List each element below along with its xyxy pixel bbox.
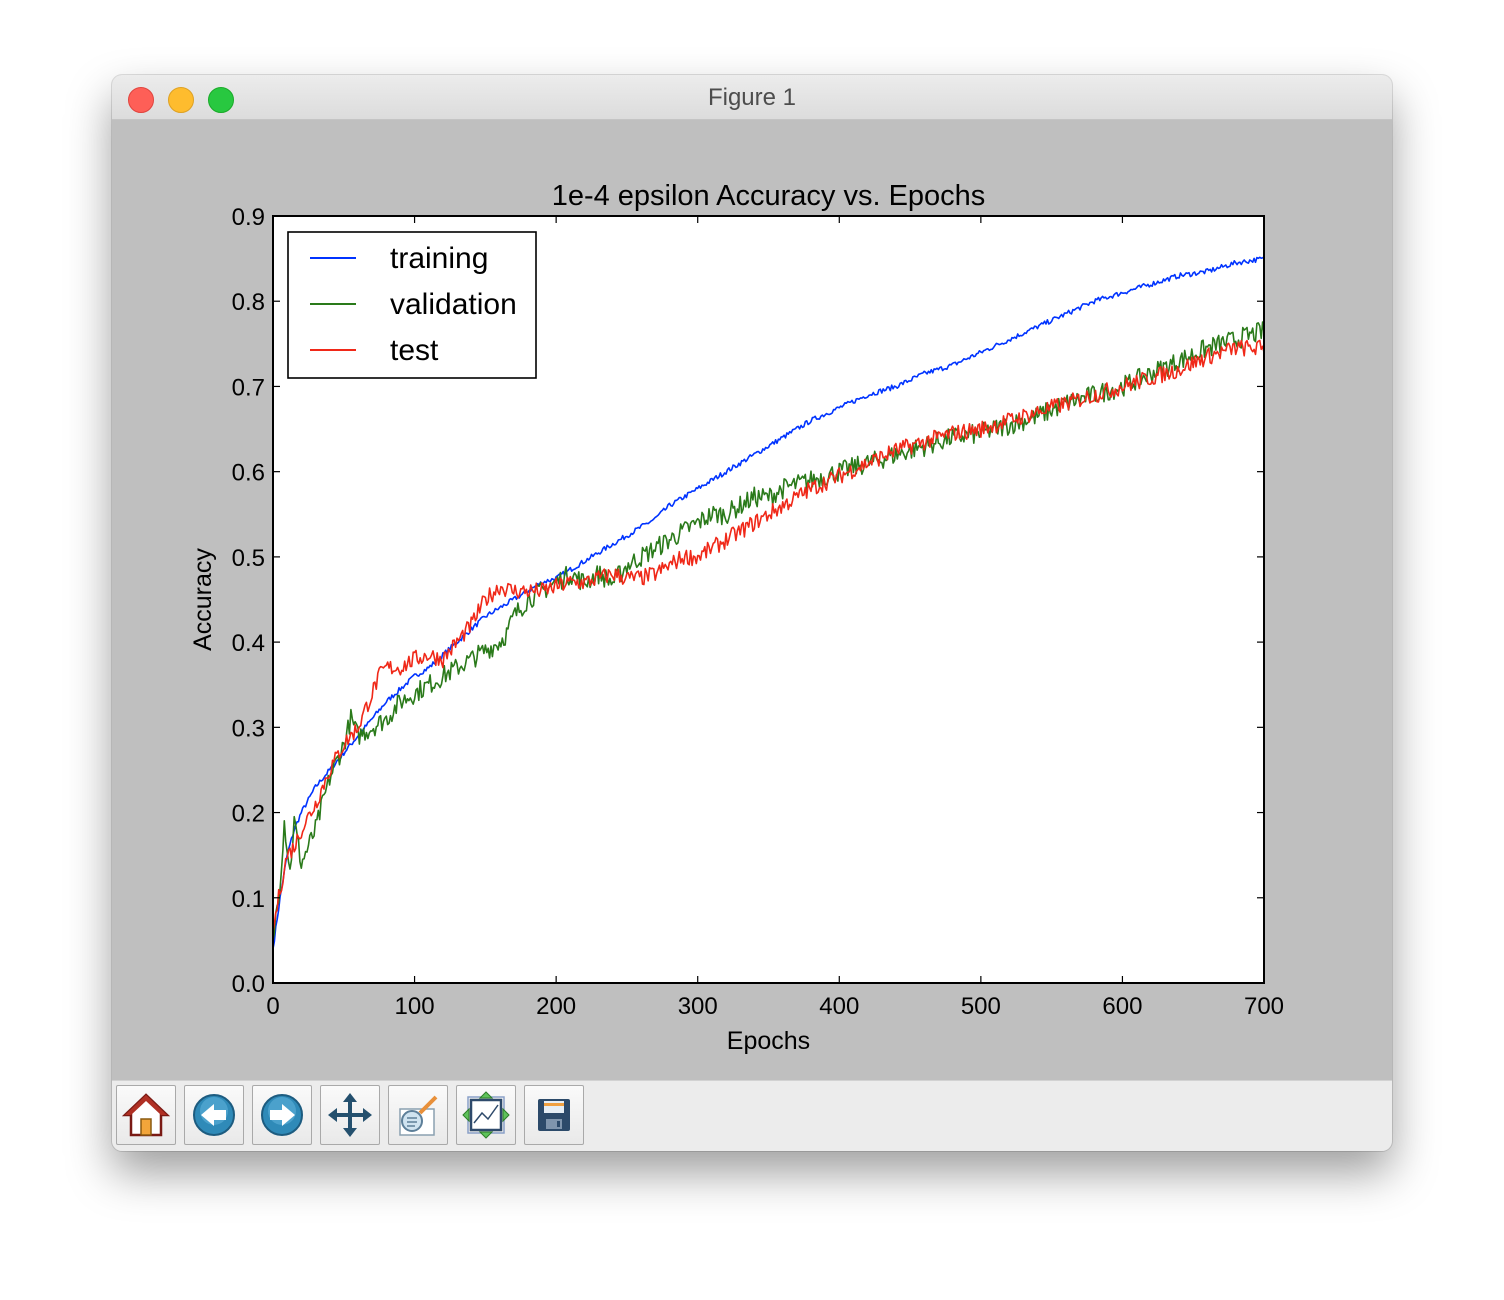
y-tick-label: 0.4 [232,630,265,657]
x-tick-label: 300 [678,993,718,1020]
zoom-window-button[interactable] [208,87,234,113]
chart-title: 1e-4 epsilon Accuracy vs. Epochs [552,180,986,212]
pan-icon [328,1093,372,1137]
x-tick-label: 600 [1102,993,1142,1020]
legend-label-validation: validation [390,288,517,321]
save-button[interactable] [524,1085,584,1145]
back-arrow-icon [193,1094,235,1136]
y-tick-label: 0.5 [232,545,265,572]
y-tick-label: 0.0 [232,971,265,998]
y-axis-label: Accuracy [189,548,217,651]
accuracy-chart: 0 100 200 300 400 500 600 700 0.0 0.1 0.2 0.3 0.4 0.5… [189,180,1284,1055]
home-button[interactable] [116,1085,176,1145]
subplots-button[interactable] [456,1085,516,1145]
zoom-rect-icon [399,1095,438,1136]
legend-label-training: training [390,242,488,275]
y-tick-label: 0.9 [232,204,265,231]
y-tick-label: 0.1 [232,886,265,913]
save-icon [538,1099,570,1131]
y-tick-label: 0.6 [232,460,265,487]
series-line-test [272,339,1265,933]
y-tick-label: 0.2 [232,801,265,828]
x-tick-label: 500 [961,993,1001,1020]
pan-button[interactable] [320,1085,380,1145]
x-tick-label: 100 [395,993,435,1020]
close-window-button[interactable] [128,87,154,113]
x-axis-label: Epochs [727,1027,810,1055]
title-bar[interactable]: Figure 1 [112,75,1392,120]
y-tick-label: 0.3 [232,715,265,742]
minimize-window-button[interactable] [168,87,194,113]
y-tick-label: 0.7 [232,374,265,401]
figure-canvas[interactable]: 0 100 200 300 400 500 600 700 0.0 0.1 0.2 0.3 0.4 0.5… [112,120,1392,1080]
home-icon [122,1093,170,1137]
axes-frame [272,215,1265,984]
x-tick-label: 700 [1244,993,1284,1020]
forward-button[interactable] [252,1085,312,1145]
forward-arrow-icon [261,1094,303,1136]
x-tick-label: 200 [536,993,576,1020]
y-tick-label: 0.8 [232,289,265,316]
x-tick-label: 400 [819,993,859,1020]
subplots-icon [462,1091,510,1139]
window-title: Figure 1 [707,84,797,111]
zoom-button[interactable] [388,1085,448,1145]
navigation-toolbar [112,1080,1392,1151]
legend-label-test: test [390,334,439,367]
x-tick-label: 0 [266,993,279,1020]
figure-window: Figure 1 0 100 200 300 400 500 600 700 0.0 0.1 0.2… [112,75,1392,1151]
back-button[interactable] [184,1085,244,1145]
